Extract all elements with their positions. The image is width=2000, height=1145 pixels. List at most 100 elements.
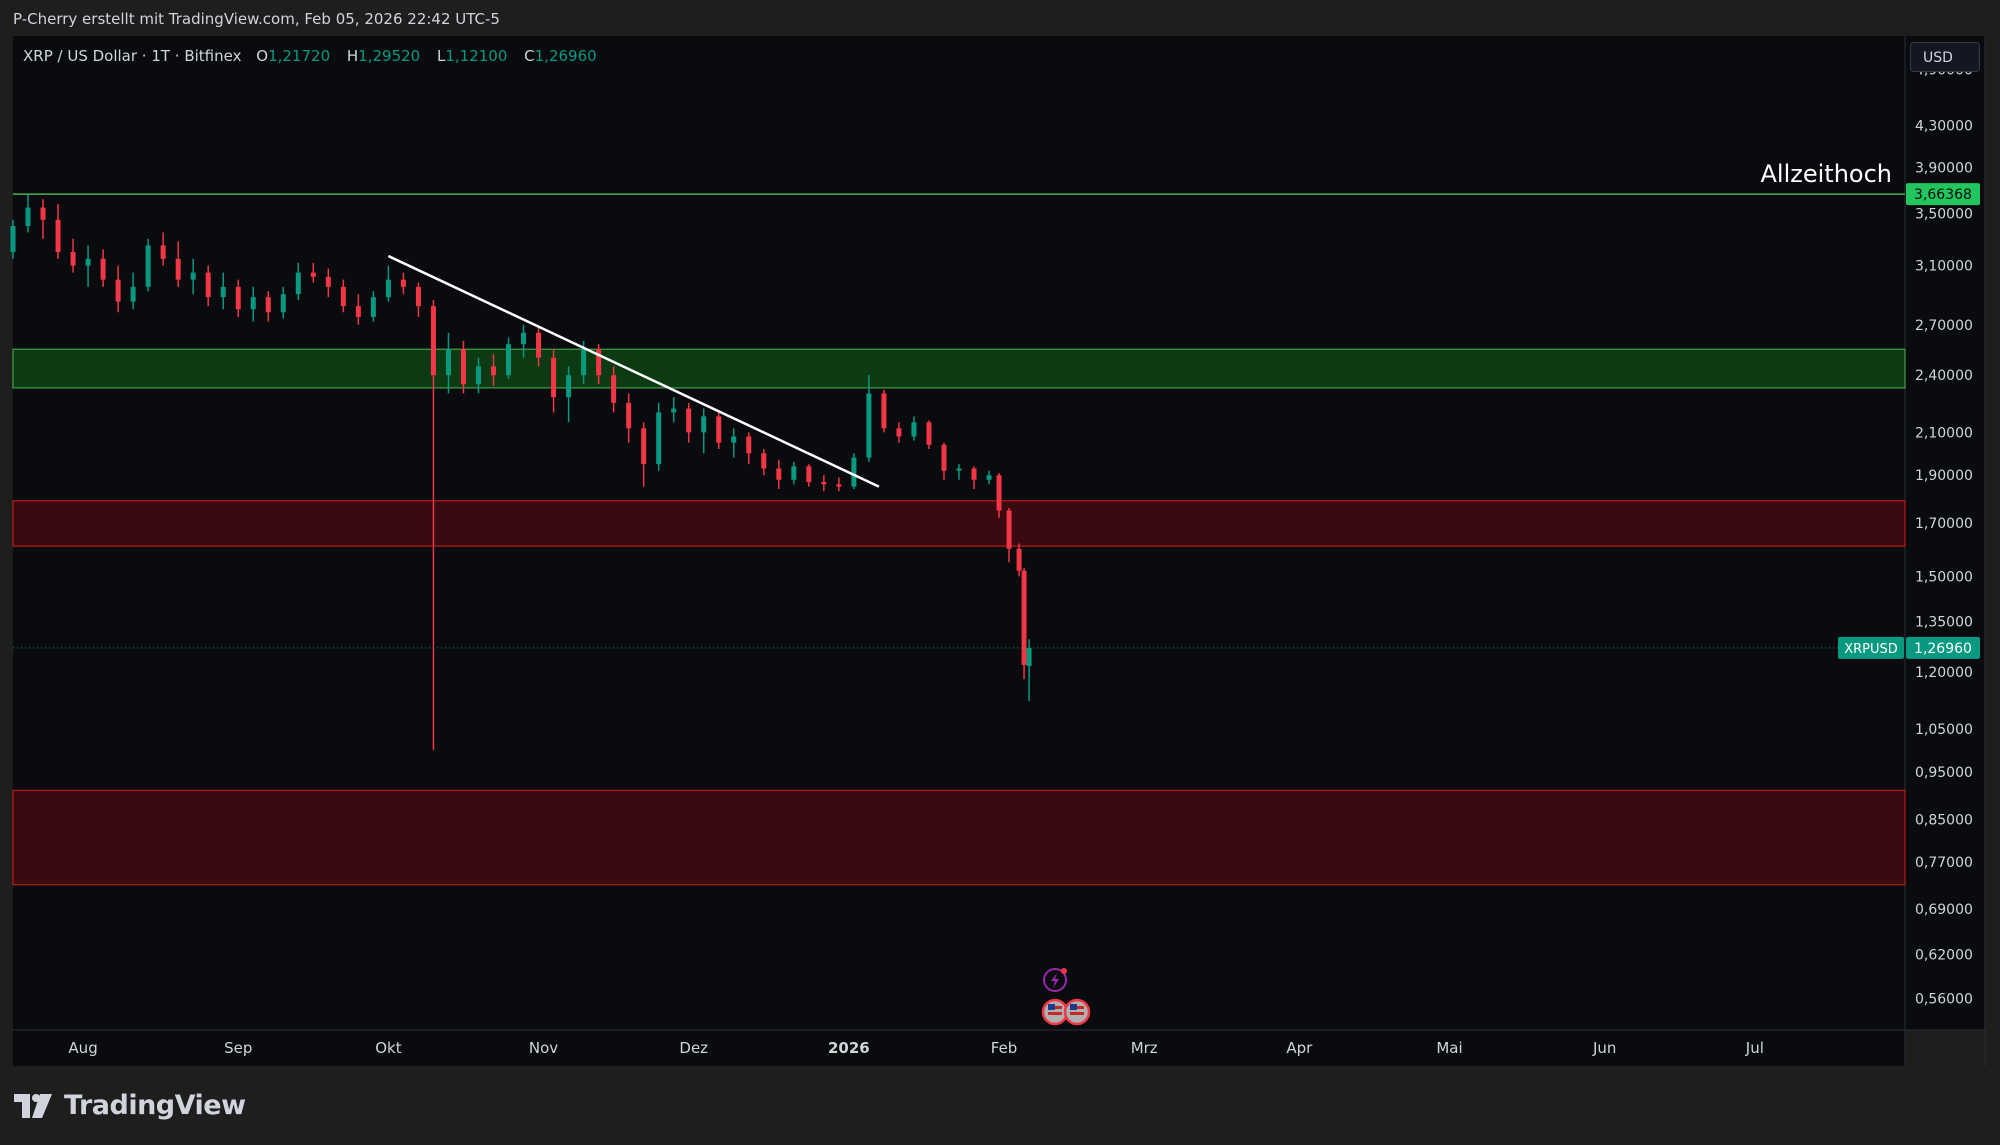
candle (415, 282, 421, 317)
candle (551, 349, 557, 413)
price-tick-label: 2,40000 (1915, 368, 1973, 384)
candle (761, 448, 767, 476)
candle (1006, 507, 1012, 563)
candle-body (1021, 570, 1027, 665)
candle (836, 477, 842, 492)
legend-ohlc: XRP / US Dollar · 1T · Bitfinex O1,21720… (23, 47, 609, 65)
candle-body (521, 332, 527, 345)
candle-body (971, 468, 977, 480)
candle (340, 279, 346, 313)
candle (521, 324, 527, 358)
symbol-badge-label: XRPUSD (1844, 642, 1898, 657)
tradingview-logo[interactable]: TradingView (14, 1090, 246, 1121)
time-tick-label: Nov (529, 1039, 558, 1057)
time-tick-label: Mai (1436, 1039, 1462, 1057)
candle-body (731, 436, 737, 443)
candle-body (325, 276, 331, 287)
us-flag-icon (1041, 998, 1069, 1026)
candle-body (1026, 647, 1032, 666)
candle (641, 422, 647, 487)
candle-body (776, 468, 782, 480)
candle (475, 357, 481, 394)
candle-body (400, 279, 406, 287)
candle (866, 375, 872, 462)
legend-close-label: C (524, 47, 535, 65)
candle-body (1016, 548, 1022, 571)
price-tick-label: 3,50000 (1915, 207, 1973, 223)
candle-body (295, 272, 301, 295)
candle (671, 397, 677, 423)
candle-body (100, 258, 106, 280)
time-tick-label: Apr (1286, 1039, 1313, 1057)
candle-body (145, 245, 151, 287)
candle-body (205, 272, 211, 298)
candle (701, 408, 707, 454)
candle-body (611, 375, 617, 403)
candle (821, 475, 827, 492)
candle-body (641, 428, 647, 465)
candle (1026, 639, 1032, 702)
candle (430, 300, 436, 751)
time-tick-label: 2026 (828, 1039, 870, 1057)
candle-body (40, 207, 46, 220)
candle (1021, 567, 1027, 680)
zones-layer (12, 348, 1906, 886)
candle-body (70, 252, 76, 266)
time-tick-label: Jun (1592, 1039, 1616, 1057)
candle (851, 453, 857, 489)
time-tick-label: Sep (224, 1039, 252, 1057)
price-tick-label: 4,30000 (1915, 119, 1973, 135)
candle-body (355, 306, 361, 317)
candle-body (190, 272, 196, 280)
candle (385, 265, 391, 302)
flag-canton (1048, 1004, 1055, 1010)
candle-body (851, 457, 857, 487)
legend-symbol[interactable]: XRP / US Dollar · 1T · Bitfinex (23, 47, 242, 65)
candle-body (836, 484, 842, 487)
candle (175, 241, 181, 287)
candle (896, 422, 902, 443)
candle-body (596, 349, 602, 376)
candle (986, 470, 992, 485)
candle (460, 340, 466, 394)
candle (611, 366, 617, 413)
candle (115, 265, 121, 313)
candle-body (491, 366, 497, 376)
price-tick-label: 2,10000 (1915, 425, 1973, 441)
candle-body (115, 279, 121, 302)
candle-body (10, 226, 16, 253)
price-tick-label: 1,35000 (1915, 615, 1973, 631)
candle-body (460, 349, 466, 385)
candle (190, 258, 196, 295)
candle-body (956, 468, 962, 471)
time-tick-label: Feb (991, 1039, 1018, 1057)
legend-high-value: 1,29520 (358, 47, 421, 65)
price-tick-label: 1,50000 (1915, 569, 1973, 585)
legend-low-value: 1,12100 (445, 47, 508, 65)
chart-background (13, 36, 1905, 1066)
symbol-badge (1838, 636, 1904, 659)
candle (130, 272, 136, 310)
candle (370, 291, 376, 322)
zone-support-1 (12, 500, 1906, 547)
candle-body (746, 436, 752, 454)
candle (716, 412, 722, 449)
candle-body (235, 286, 241, 310)
price-tick-label: 0,62000 (1915, 948, 1973, 964)
ath-annotation: Allzeithoch (1761, 160, 1893, 188)
candle-body (25, 207, 31, 227)
flag-stripe (1070, 1012, 1084, 1015)
candle-body (986, 475, 992, 480)
currency-selector[interactable]: USD (1910, 42, 1980, 72)
last-price-label: 1,26960 (1914, 641, 1972, 657)
candle-body (791, 466, 797, 480)
candle (265, 291, 271, 322)
candle (235, 279, 241, 317)
candle-body (806, 466, 812, 483)
time-tick-label: Mrz (1131, 1039, 1158, 1057)
candle-body (896, 428, 902, 437)
price-tick-label: 0,85000 (1915, 813, 1973, 829)
candle-body (881, 393, 887, 429)
candle (25, 194, 31, 233)
